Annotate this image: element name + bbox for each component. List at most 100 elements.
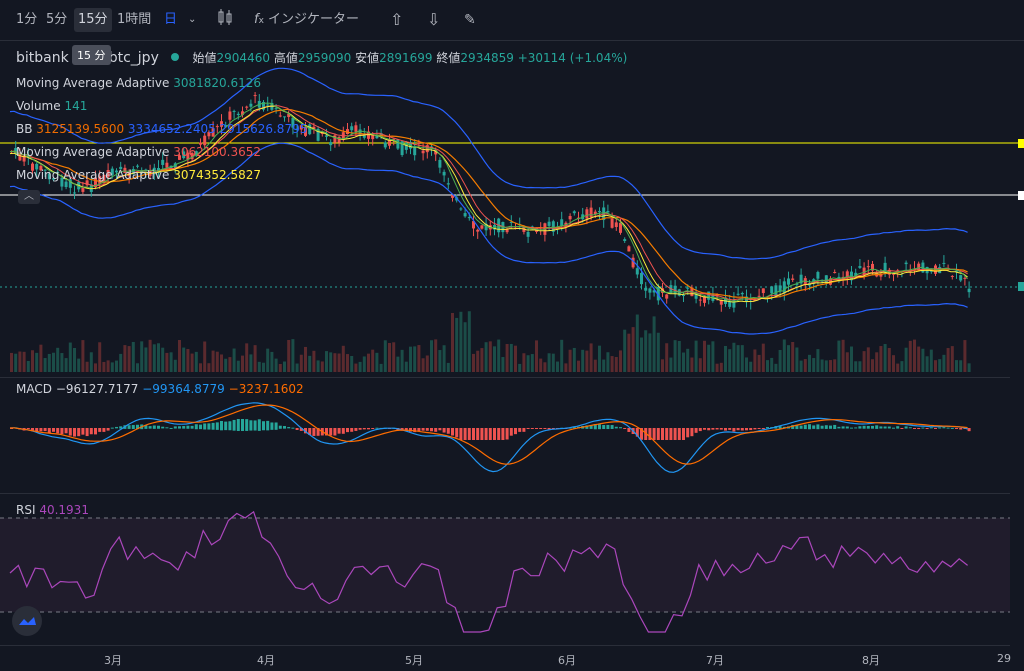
upload-icon[interactable]: ⇧ [390,10,404,29]
volume-bar [896,363,900,372]
macd-histogram-bar [94,428,97,435]
volume-bar [127,346,131,372]
macd-legend[interactable]: MACD −96127.7177 −99364.8779 −3237.1602 [16,381,304,397]
bb-upper-line [9,67,968,260]
interval-1h[interactable]: 1時間 [117,12,152,27]
macd-histogram-bar [98,428,102,432]
eraser-icon[interactable]: ✎ [464,12,476,28]
volume-bar [375,352,379,372]
volume-bar [619,350,622,372]
macd-histogram-bar [102,428,106,432]
volume-bar [350,356,354,372]
volume-bar [644,330,648,372]
candle-body [425,145,429,153]
ma-orange-line [9,108,968,300]
volume-bar [955,360,958,372]
candle-body [728,301,732,307]
interval-15m[interactable]: 15分 [74,8,112,32]
pane-separator[interactable] [0,493,1010,494]
interval-5m[interactable]: 5分 [46,12,68,27]
volume-bar [745,357,748,372]
volume-bar [686,348,690,372]
volume-bar [308,355,312,372]
fx-icon: f [254,12,259,27]
macd-histogram-bar [127,425,131,429]
macd-histogram-bar [253,420,257,431]
macd-histogram-bar [753,428,757,430]
volume-bar [257,361,261,372]
macd-histogram-bar [144,425,148,429]
indicators-button[interactable]: fx インジケーター [254,12,360,27]
bb-legend[interactable]: BB 3125139.5600 3334652.2405 2915626.879… [16,121,307,137]
candle-body [266,104,270,106]
price-tag-white [1018,191,1024,200]
macd-histogram-bar [938,427,942,429]
macd-histogram-bar [178,426,181,429]
exchange-name[interactable]: bitbank [16,50,69,66]
volume-bar [753,349,757,372]
volume-bar [31,350,34,372]
candle-body [136,165,139,167]
volume-bar [140,341,144,372]
candle-body [799,274,803,284]
volume-bar [425,355,429,372]
rsi-legend[interactable]: RSI 40.1931 [16,502,89,518]
candle-body [110,168,114,175]
volume-bar [228,357,232,372]
candle-body [329,142,333,146]
volume-bar [711,341,715,372]
pane-separator[interactable] [0,377,1010,378]
time-axis[interactable]: 3月 4月 5月 6月 7月 8月 29 [0,645,1011,671]
candle-body [350,126,354,131]
candle-body [211,128,215,137]
collapse-legend-button[interactable]: ︿ [18,190,40,204]
candle-body [228,111,232,120]
candle-body [778,285,782,292]
candle-body [140,170,144,173]
bb-basis: 3125139.5600 [36,122,125,136]
macd-histogram-bar [715,428,719,430]
macd-histogram-bar [291,427,295,429]
candle-style-icon[interactable] [213,8,237,32]
ma3-legend[interactable]: Moving Average Adaptive 3074352.5827 [16,167,261,183]
candle-body [400,141,404,156]
macd-histogram-bar [236,419,240,431]
candle-body [824,275,828,284]
volume-bar [690,357,694,372]
macd-histogram-bar [656,428,660,440]
candle-body [417,142,421,144]
macd-histogram-bar [480,428,484,440]
macd-histogram-bar [518,428,522,432]
volume-bar [203,341,207,372]
pair-name[interactable]: btc_jpy [108,50,159,66]
candle-body [249,103,253,107]
candle-body [52,178,55,180]
volume-bar [841,339,845,372]
candle-body [396,139,400,149]
download-icon[interactable]: ⇩ [427,10,441,29]
macd-histogram-bar [73,428,76,437]
macd-histogram-bar [808,424,811,430]
volume-bar [568,349,572,372]
interval-1d[interactable]: 日 [164,12,178,27]
interval-1m[interactable]: 1分 [16,12,38,27]
macd-histogram-bar [606,424,610,430]
ma2-legend[interactable]: Moving Average Adaptive 3062100.3652 [16,144,261,160]
volume-bar [413,346,417,372]
macd-histogram-bar [665,428,669,440]
tradingview-logo-icon[interactable] [12,606,42,636]
ma1-legend[interactable]: Moving Average Adaptive 3081820.6126 [16,75,261,91]
volume-bar [131,341,135,372]
volume-bar [808,354,811,372]
candle-body [917,263,921,271]
candle-body [367,131,370,139]
interval-dropdown-icon[interactable]: ⌄ [188,14,197,25]
macd-histogram-bar [194,424,198,430]
volume-legend[interactable]: Volume 141 [16,98,87,114]
volume-bar [278,363,282,372]
macd-histogram-bar [640,428,643,440]
price-tag-last [1018,282,1024,291]
low-label: 安値 [355,51,380,65]
volume-bar [43,358,47,372]
